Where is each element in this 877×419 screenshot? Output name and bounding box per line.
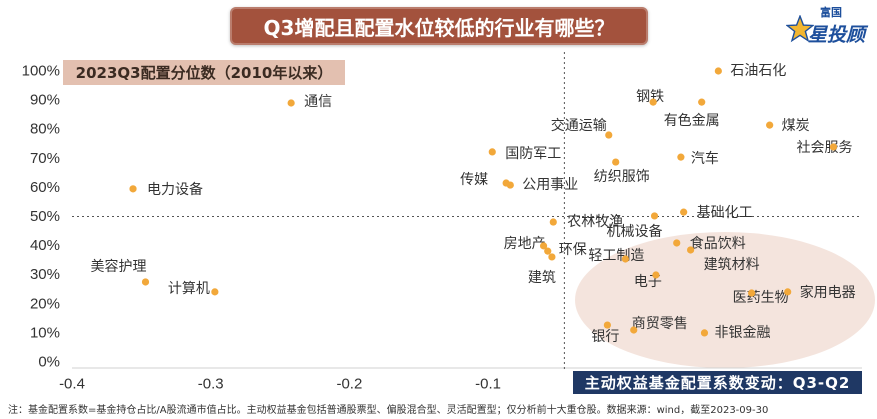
data-point bbox=[612, 158, 620, 166]
data-point bbox=[141, 278, 150, 286]
y-tick-label: 60% bbox=[30, 179, 60, 196]
point-label: 纺织服饰 bbox=[594, 169, 650, 185]
point-label: 家用电器 bbox=[800, 284, 856, 301]
data-point bbox=[605, 131, 613, 139]
point-label: 建筑材料 bbox=[704, 257, 760, 273]
point-label: 国防军工 bbox=[505, 146, 561, 162]
data-point bbox=[630, 326, 638, 334]
data-point bbox=[287, 99, 295, 107]
point-label: 环保 bbox=[559, 242, 587, 258]
point-label: 煤炭 bbox=[782, 118, 810, 134]
point-label: 计算机 bbox=[168, 281, 210, 297]
point-label: 汽车 bbox=[691, 150, 719, 167]
point-label: 轻工制造 bbox=[588, 248, 644, 264]
x-tick-label: -0.4 bbox=[59, 376, 85, 393]
point-label: 传媒 bbox=[460, 172, 488, 188]
y-tick-label: 50% bbox=[30, 208, 60, 225]
y-tick-label: 20% bbox=[30, 295, 60, 312]
data-point bbox=[539, 242, 548, 250]
point-label: 食品饮料 bbox=[690, 235, 746, 252]
data-point bbox=[549, 218, 557, 226]
point-label: 通信 bbox=[304, 94, 332, 110]
data-point bbox=[129, 185, 137, 193]
data-point bbox=[677, 153, 685, 161]
y-tick-label: 90% bbox=[30, 92, 60, 109]
data-point bbox=[652, 271, 660, 279]
point-label: 交通运输 bbox=[551, 117, 607, 134]
data-point bbox=[603, 321, 611, 329]
data-point bbox=[649, 98, 657, 106]
point-label: 石油石化 bbox=[730, 63, 786, 79]
point-label: 建筑 bbox=[528, 270, 556, 286]
x-axis-label-box: 主动权益基金配置系数变动：Q3-Q2 bbox=[573, 371, 862, 394]
point-label: 基础化工 bbox=[697, 204, 753, 221]
y-axis-ticks: 100% 90% 80% 70% 60% 50% 40% 30% 20% 10% 0% bbox=[22, 63, 60, 371]
data-point bbox=[488, 148, 496, 156]
x-tick-label: -0.2 bbox=[336, 376, 362, 393]
point-label: 美容护理 bbox=[91, 258, 147, 275]
data-point bbox=[748, 289, 756, 297]
y-tick-label: 10% bbox=[30, 324, 60, 341]
brand-name-large: 星投顾 bbox=[808, 24, 866, 46]
chart-title: Q3增配且配置水位较低的行业有哪些？ bbox=[263, 15, 615, 40]
title-banner: Q3增配且配置水位较低的行业有哪些？ bbox=[230, 7, 648, 45]
y-axis-label: 2023Q3配置分位数（2010年以来） bbox=[75, 64, 333, 82]
data-point bbox=[548, 253, 556, 261]
data-point bbox=[698, 98, 706, 106]
data-point bbox=[700, 329, 709, 337]
x-tick-label: -0.1 bbox=[475, 376, 501, 393]
point-label: 房地产 bbox=[504, 236, 546, 252]
y-tick-label: 80% bbox=[30, 121, 60, 138]
data-point bbox=[506, 181, 514, 189]
data-point bbox=[784, 288, 792, 296]
y-tick-label: 70% bbox=[30, 150, 60, 167]
point-label: 公用事业 bbox=[522, 177, 578, 193]
y-tick-label: 30% bbox=[30, 266, 60, 283]
data-point bbox=[650, 212, 659, 220]
point-label: 有色金属 bbox=[664, 112, 720, 129]
data-point bbox=[211, 288, 219, 296]
footnote: 注：基金配置系数=基金持仓占比/A股流通市值占比。主动权益基金包括普通股票型、偏… bbox=[8, 405, 769, 416]
data-point bbox=[766, 121, 774, 129]
x-axis-label: 主动权益基金配置系数变动：Q3-Q2 bbox=[584, 374, 851, 392]
highlight-ellipse bbox=[575, 232, 875, 368]
brand-name-small: 富国 bbox=[820, 6, 842, 19]
y-tick-label: 40% bbox=[30, 237, 60, 254]
data-point bbox=[680, 208, 688, 216]
data-point bbox=[829, 143, 838, 151]
point-label: 社会服务 bbox=[796, 140, 852, 156]
point-label: 银行 bbox=[591, 329, 619, 345]
point-label: 商贸零售 bbox=[632, 316, 688, 332]
star-icon bbox=[786, 15, 814, 43]
point-label: 钢铁 bbox=[636, 89, 664, 105]
point-label: 农林牧渔 bbox=[567, 214, 623, 230]
reference-lines bbox=[72, 52, 862, 370]
point-label: 医药生物 bbox=[733, 290, 789, 306]
data-point bbox=[687, 246, 695, 254]
y-tick-label: 100% bbox=[22, 63, 60, 80]
point-label: 非银金融 bbox=[714, 325, 770, 341]
data-point bbox=[714, 67, 722, 75]
x-axis-ticks: -0.4 -0.3 -0.2 -0.1 bbox=[59, 376, 501, 393]
x-tick-label: -0.3 bbox=[198, 376, 224, 393]
brand-logo: 富国 星投顾 bbox=[786, 3, 872, 47]
data-point bbox=[673, 239, 681, 247]
data-point bbox=[544, 247, 552, 255]
point-label: 电力设备 bbox=[147, 181, 203, 198]
data-point bbox=[621, 255, 630, 263]
data-points bbox=[129, 67, 838, 337]
point-label: 机械设备 bbox=[607, 223, 663, 240]
y-axis-label-box: 2023Q3配置分位数（2010年以来） bbox=[63, 60, 345, 85]
y-tick-label: 0% bbox=[38, 354, 60, 371]
